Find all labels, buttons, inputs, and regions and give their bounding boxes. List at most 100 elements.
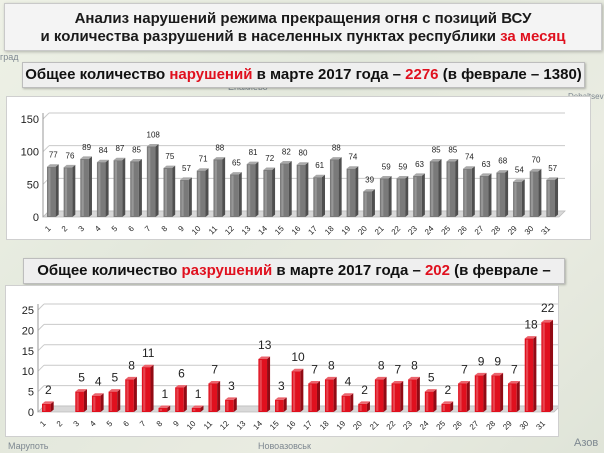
x-tick-label: 18 — [323, 224, 336, 237]
bar-side — [217, 381, 221, 412]
bar-top — [546, 177, 559, 180]
data-label: 74 — [465, 153, 474, 162]
bar-side — [388, 176, 392, 217]
bar-highlight — [181, 180, 184, 216]
bar — [108, 391, 118, 412]
bar-side — [466, 381, 470, 412]
y-tick-label: 5 — [28, 387, 34, 399]
data-label: 1 — [195, 387, 202, 401]
bar-top — [358, 401, 370, 404]
bar — [346, 168, 356, 217]
bar — [474, 375, 484, 412]
gridline-depth — [37, 385, 45, 392]
bar — [191, 407, 201, 412]
bar — [41, 403, 51, 412]
bar-highlight — [476, 376, 479, 411]
bar — [46, 166, 56, 217]
data-label: 68 — [498, 157, 507, 166]
bar-highlight — [331, 160, 334, 216]
bar-highlight — [342, 396, 346, 411]
bar-side — [433, 389, 437, 412]
violations-chart: 0 50 100 150 77 1 76 2 89 3 84 4 87 5 85 6 108 7 75 8 57 9 71 1… — [21, 112, 566, 237]
bar-highlight — [531, 172, 534, 216]
bar-side — [272, 167, 276, 217]
bar-top — [496, 170, 509, 173]
bar-highlight — [314, 178, 317, 216]
bar-top — [213, 157, 226, 160]
bar-side — [555, 177, 559, 217]
bar-top — [275, 397, 287, 400]
bar-highlight — [93, 396, 96, 411]
bar-top — [63, 164, 76, 168]
bar — [529, 171, 539, 217]
bar-highlight — [464, 169, 467, 216]
bar-top — [146, 144, 159, 147]
x-tick-label: 22 — [390, 224, 403, 237]
data-label: 5 — [112, 371, 119, 385]
bar-side — [550, 319, 554, 412]
data-label: 2 — [45, 383, 52, 397]
data-label: 8 — [378, 358, 385, 372]
bar-highlight — [126, 380, 129, 411]
x-tick-label: 25 — [435, 419, 448, 432]
title-part-red: 2276 — [405, 66, 439, 83]
gridline-depth — [37, 324, 45, 331]
x-tick-label: 8 — [160, 224, 170, 234]
bar-side — [383, 376, 387, 412]
x-tick-label: 21 — [373, 224, 386, 237]
bar-top — [458, 381, 470, 384]
bar — [363, 191, 372, 217]
bar-highlight — [231, 175, 234, 216]
x-tick-label: 12 — [218, 419, 231, 432]
bar-highlight — [547, 180, 550, 216]
data-label: 11 — [142, 346, 155, 360]
bar-top — [141, 364, 154, 368]
x-tick-label: 2 — [60, 224, 70, 234]
bar-highlight — [392, 384, 396, 411]
header-line-2-red: за месяц — [500, 28, 566, 45]
bar-highlight — [309, 384, 312, 411]
bar-highlight — [114, 161, 118, 216]
bar-side — [455, 159, 459, 217]
x-tick-label: 10 — [190, 224, 203, 237]
bar-highlight — [442, 404, 445, 411]
bar — [424, 391, 434, 412]
data-label: 84 — [99, 146, 108, 155]
bar-highlight — [509, 384, 512, 411]
bar-highlight — [347, 169, 351, 216]
data-label: 108 — [147, 130, 161, 139]
x-tick-label: 6 — [126, 224, 136, 234]
bar-side — [122, 157, 126, 217]
bar-side — [488, 173, 492, 217]
bar — [308, 383, 317, 412]
y-tick-label: 15 — [22, 346, 34, 358]
data-label: 4 — [345, 375, 352, 389]
x-tick-label: 9 — [171, 419, 181, 429]
bar — [175, 387, 184, 412]
bar-highlight — [397, 179, 401, 216]
bar-top — [413, 173, 425, 176]
bar — [213, 159, 223, 217]
bar-side — [167, 405, 171, 412]
bar-highlight — [542, 323, 545, 411]
bar — [158, 407, 168, 412]
bar-top — [508, 381, 520, 384]
data-label: 7 — [395, 362, 402, 376]
bar-side — [205, 168, 209, 217]
bar — [96, 162, 106, 217]
bar-top — [363, 189, 375, 192]
bar-highlight — [376, 380, 379, 411]
destructions-chart-panel: 0 5 10 15 20 25 2 1 2 5 3 4 4 5 5 8 6 11 7 1 8 6 9 1 10 7 11 3 12 13 1… — [5, 285, 561, 437]
bar-top — [446, 159, 459, 162]
x-tick-label: 5 — [105, 419, 115, 429]
data-label: 75 — [165, 152, 174, 161]
x-tick-label: 13 — [235, 419, 248, 432]
bar-top — [96, 159, 109, 163]
x-tick-label: 3 — [72, 419, 82, 429]
bar — [263, 169, 273, 217]
data-label: 18 — [524, 318, 538, 332]
bar-top — [441, 401, 454, 404]
data-label: 7 — [211, 362, 218, 376]
bar-side — [172, 165, 176, 217]
data-label: 57 — [548, 164, 557, 173]
